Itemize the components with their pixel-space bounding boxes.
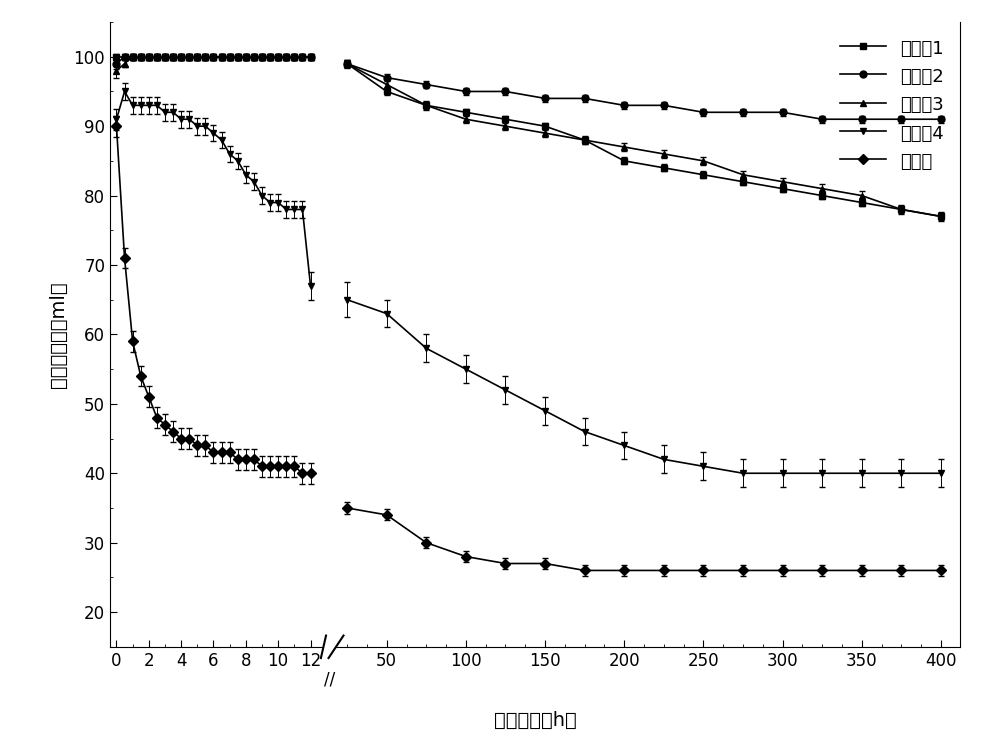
- Y-axis label: 沉积物体积（ml）: 沉积物体积（ml）: [49, 281, 68, 388]
- Text: 密实时间（h）: 密实时间（h）: [494, 711, 576, 730]
- Text: //: //: [324, 671, 335, 689]
- Legend: 实施例1, 实施例2, 实施例3, 实施例4, 对照组: 实施例1, 实施例2, 实施例3, 实施例4, 对照组: [833, 31, 951, 179]
